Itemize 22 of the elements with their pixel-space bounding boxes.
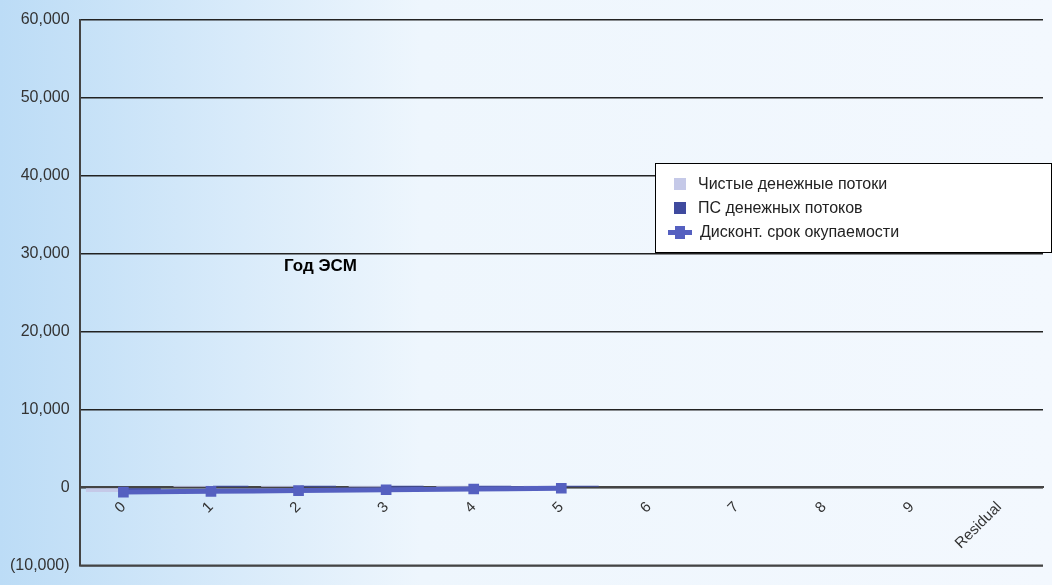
y-tick-label: (10,000) bbox=[10, 555, 70, 573]
x-tick-label: 8 bbox=[811, 497, 830, 516]
x-tick-label: 0 bbox=[110, 497, 129, 516]
x-tick-label: 6 bbox=[636, 497, 654, 516]
y-tick-label: 20,000 bbox=[20, 321, 70, 339]
x-tick-label: 4 bbox=[460, 497, 479, 516]
x-tick-label: 7 bbox=[723, 497, 742, 516]
legend-label: Дисконт. срок окупаемости bbox=[700, 223, 900, 241]
y-tick-label: 30,000 bbox=[20, 243, 70, 261]
y-tick-label: 60,000 bbox=[20, 10, 70, 28]
y-tick-label: 10,000 bbox=[20, 399, 70, 417]
x-tick-label: 9 bbox=[898, 497, 917, 516]
annotation: Год ЭСМ bbox=[284, 255, 357, 275]
y-tick-label: 50,000 bbox=[20, 87, 70, 105]
x-tick-label: 1 bbox=[198, 497, 217, 516]
y-tick-label: 40,000 bbox=[20, 165, 70, 183]
legend-label: Чистые денежные потоки bbox=[698, 175, 888, 193]
x-tick-label: 5 bbox=[548, 497, 567, 516]
x-tick-label: 3 bbox=[373, 497, 392, 516]
y-tick-label: 0 bbox=[60, 477, 70, 495]
legend-label: ПС денежных потоков bbox=[698, 199, 863, 217]
x-tick-label: 2 bbox=[285, 497, 304, 516]
